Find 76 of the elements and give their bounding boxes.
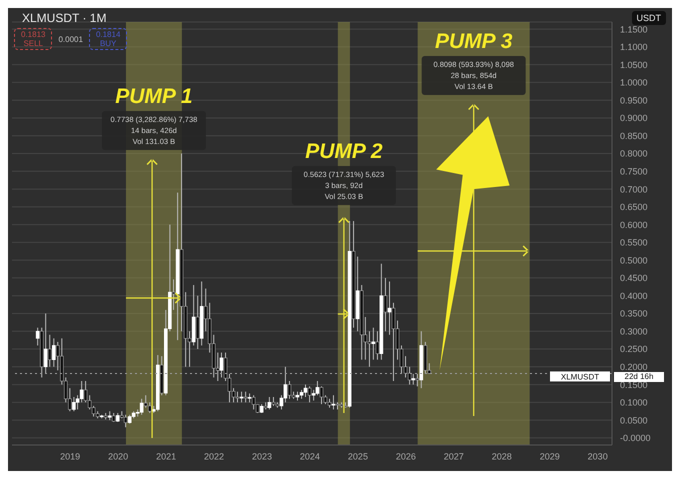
annotation: 0.0001 <box>58 34 83 44</box>
y-tick-label: 0.4000 <box>620 290 648 301</box>
annotation: PUMP 3 <box>434 30 513 53</box>
y-tick-label: 0.7500 <box>620 166 648 176</box>
y-tick-label: 1.1500 <box>620 24 648 34</box>
candlestick <box>36 327 40 346</box>
candlestick <box>80 380 84 403</box>
y-tick-label: 0.6500 <box>620 202 648 212</box>
y-tick-label: 0.9500 <box>620 95 648 106</box>
y-tick-label: 0.1000 <box>620 398 648 408</box>
x-tick-label: 2027 <box>444 451 464 462</box>
candlestick <box>196 295 200 350</box>
x-tick-label: 2026 <box>396 451 416 462</box>
y-tick-label: 0.2500 <box>620 344 648 354</box>
candlestick <box>236 391 240 403</box>
x-tick-label: 2019 <box>60 451 80 462</box>
candlestick <box>268 396 272 410</box>
x-tick-label: 2021 <box>156 451 176 462</box>
candlestick <box>72 396 76 412</box>
y-tick-label: 0.7000 <box>620 184 648 194</box>
candlestick <box>372 327 376 360</box>
candlestick <box>172 278 176 310</box>
candlestick <box>416 373 420 387</box>
text: USDT <box>632 11 666 25</box>
ref-line-label: XLMUSDT <box>560 372 600 382</box>
x-tick-label: 2023 <box>252 451 272 462</box>
y-tick-label: 0.2000 <box>620 362 648 372</box>
candlestick <box>332 394 336 410</box>
candlestick <box>388 280 392 336</box>
y-tick-label: 0.1500 <box>620 380 648 390</box>
candlestick <box>148 402 152 414</box>
candlestick <box>52 338 56 368</box>
x-tick-label: 2029 <box>540 451 560 462</box>
candlestick <box>240 391 244 403</box>
candlestick <box>140 398 144 416</box>
annotation: BUY <box>98 39 118 48</box>
candlestick <box>48 334 52 368</box>
candlestick <box>288 380 292 400</box>
y-tick-label: -0.0000 <box>620 433 651 444</box>
candlestick <box>44 312 48 374</box>
y-tick-label: 0.8500 <box>620 130 648 141</box>
y-tick-label: 0.3500 <box>620 308 648 319</box>
x-tick-label: 2022 <box>204 451 224 462</box>
x-tick-label: 2028 <box>492 451 512 462</box>
candlestick <box>411 373 416 386</box>
y-tick-label: 1.0000 <box>620 78 648 88</box>
annotation: PUMP 1 <box>115 85 193 108</box>
x-tick-label: 2025 <box>348 451 368 462</box>
y-tick-label: 0.9000 <box>620 113 648 124</box>
annotation: 0.1813 <box>21 30 46 39</box>
annotation: 0.1814 <box>96 30 120 39</box>
y-tick-label: 0.6000 <box>620 220 648 230</box>
candlestick <box>144 394 148 408</box>
text: 22d 16h <box>614 372 664 382</box>
x-tick-label: 2024 <box>300 451 320 462</box>
x-tick-label: 2030 <box>588 451 608 462</box>
y-tick-label: 1.0500 <box>620 60 648 70</box>
y-tick-label: 0.5000 <box>620 255 648 266</box>
x-tick-label: 2020 <box>108 451 128 462</box>
candlestick <box>308 386 312 403</box>
y-tick-label: 1.1000 <box>620 42 648 52</box>
annotation: PUMP 2 <box>305 140 383 163</box>
y-tick-label: 0.5500 <box>620 238 648 248</box>
candlestick <box>304 384 308 398</box>
y-tick-label: 0.0500 <box>620 415 648 426</box>
y-tick-label: 0.4500 <box>620 273 648 284</box>
candlestick <box>124 414 128 428</box>
candlestick <box>244 391 248 403</box>
candlestick <box>384 277 388 332</box>
y-tick-label: 0.8000 <box>620 148 648 159</box>
candlestick <box>252 394 256 410</box>
chart-title: XLMUSDT · 1M <box>22 11 106 25</box>
y-tick-label: 0.3000 <box>620 326 648 336</box>
candlestick <box>220 352 224 378</box>
candlestick <box>376 330 380 360</box>
annotation: SELL <box>22 39 44 48</box>
